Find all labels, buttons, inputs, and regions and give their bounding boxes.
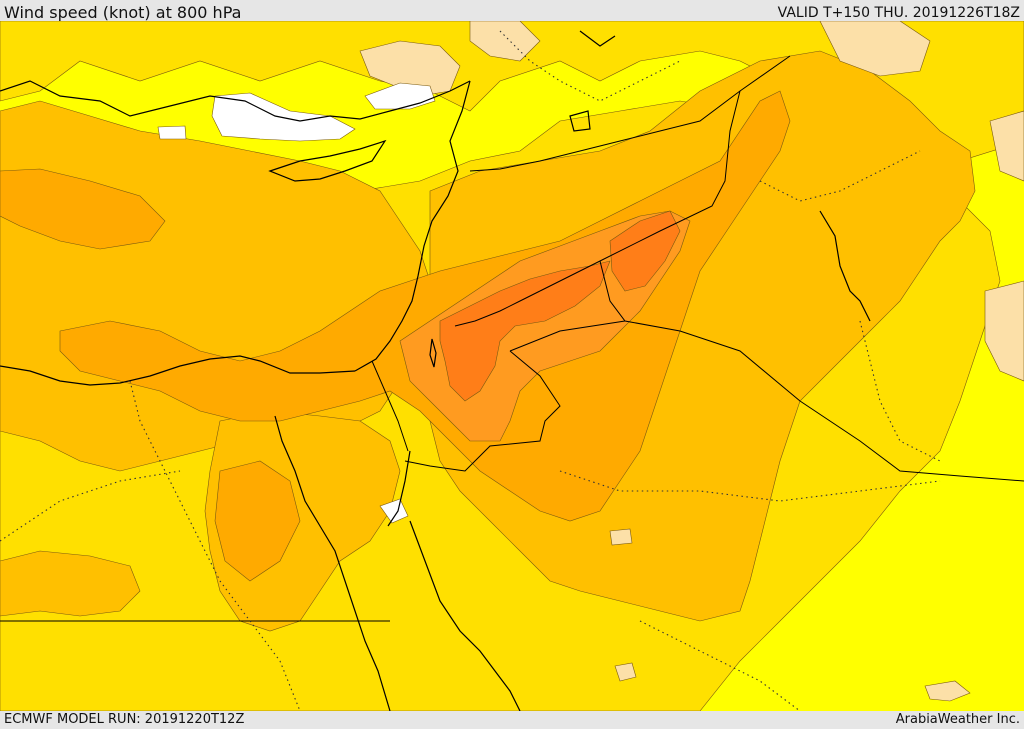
band-1-east [984, 280, 1024, 382]
cyprus [268, 139, 387, 182]
band-lowest-a [211, 92, 356, 142]
map-header: Wind speed (knot) at 800 hPa VALID T+150… [0, 0, 1024, 22]
band-7-core [439, 260, 611, 402]
red-sea-east-coast [409, 520, 521, 711]
band-lowest-b [364, 82, 436, 110]
dead-sea [429, 338, 437, 368]
model-run: ECMWF MODEL RUN: 20191220T12Z [4, 712, 245, 727]
band-5-central [59, 90, 791, 522]
border-saudi-jordan-south [404, 350, 561, 472]
black-sea-coast [579, 30, 616, 47]
band-lowest-c [157, 125, 187, 140]
dotted-boundary-e [639, 620, 801, 711]
red-sea-gulf-suez [274, 415, 391, 711]
band-1-north-c [819, 21, 931, 77]
band-5-west [0, 168, 166, 250]
dotted-boundary-a [129, 380, 301, 711]
mediterranean-coast-north [0, 80, 471, 122]
band-1-mid [609, 528, 633, 546]
band-1-ne [989, 110, 1024, 182]
dotted-boundary-b [0, 470, 181, 542]
map-canvas [0, 21, 1024, 711]
lake-van [569, 110, 591, 132]
levant-coast [354, 80, 471, 372]
border-jordan-saudi [454, 290, 541, 327]
border-turkey-syria [469, 55, 791, 172]
band-1-s2 [614, 662, 637, 682]
gulf-aqaba [387, 450, 411, 527]
dotted-boundary-g [759, 150, 921, 202]
valid-time: VALID T+150 THU. 20191226T18Z [777, 5, 1020, 21]
border-iraq-saudi [599, 260, 1024, 482]
border-egypt-israel [371, 360, 409, 452]
egypt-coast [0, 355, 356, 386]
map-title: Wind speed (knot) at 800 hPa [4, 3, 242, 22]
band-1-s [924, 680, 971, 702]
band-orange-sw [0, 550, 141, 617]
dotted-boundary-f [499, 30, 681, 102]
band-7-east [609, 210, 681, 292]
wind-speed-map [0, 21, 1024, 711]
credit: ArabiaWeather Inc. [895, 712, 1020, 727]
band-lowest-d [379, 498, 409, 524]
map-footer: ECMWF MODEL RUN: 20191220T12Z ArabiaWeat… [0, 711, 1024, 729]
persian-gulf-coast [819, 210, 871, 322]
band-1-north-b [469, 21, 541, 62]
band-5-sinai [214, 460, 301, 582]
border-jordan-east [509, 320, 626, 352]
